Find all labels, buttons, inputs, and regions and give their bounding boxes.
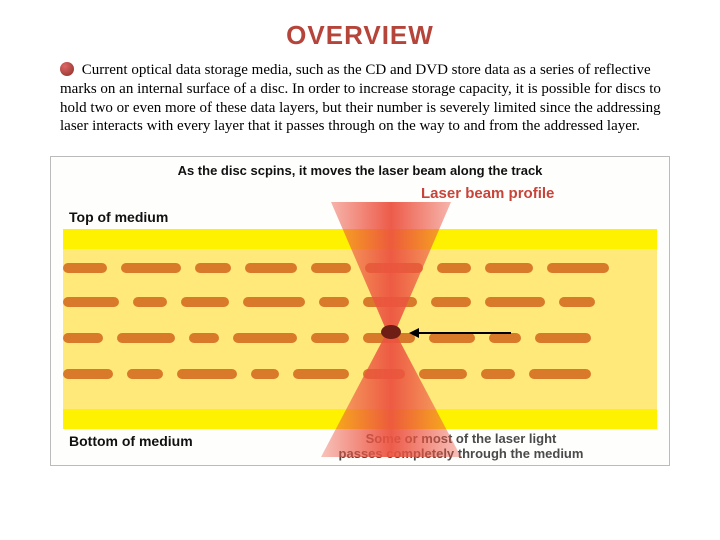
data-layer-row <box>63 263 657 273</box>
caption-bottom-line2: passes completely through the medium <box>339 446 584 461</box>
data-layer-row <box>63 333 657 343</box>
diagram: As the disc scpins, it moves the laser b… <box>50 156 670 466</box>
data-mark <box>363 297 417 307</box>
data-mark <box>189 333 219 343</box>
data-mark <box>63 333 103 343</box>
laser-profile-label: Laser beam profile <box>421 185 554 202</box>
data-mark <box>559 297 595 307</box>
data-mark <box>127 369 163 379</box>
page-title: OVERVIEW <box>0 0 720 51</box>
data-mark <box>293 369 349 379</box>
data-mark <box>419 369 467 379</box>
data-layer-row <box>63 369 657 379</box>
data-mark <box>485 297 545 307</box>
data-mark <box>177 369 237 379</box>
data-mark <box>181 297 229 307</box>
caption-top: As the disc scpins, it moves the laser b… <box>51 163 669 178</box>
medium-interior <box>63 249 657 409</box>
data-mark <box>319 297 349 307</box>
data-mark <box>121 263 181 273</box>
data-mark <box>489 333 521 343</box>
data-layer-row <box>63 297 657 307</box>
data-mark <box>117 333 175 343</box>
data-mark <box>481 369 515 379</box>
data-mark <box>363 369 405 379</box>
data-mark <box>485 263 533 273</box>
data-mark <box>63 263 107 273</box>
title-text: OVERVIEW <box>286 20 434 50</box>
caption-bottom-line1: Some or most of the laser light <box>366 431 557 446</box>
data-mark <box>133 297 167 307</box>
data-mark <box>251 369 279 379</box>
addressed-arrow-line <box>411 332 511 334</box>
data-mark <box>195 263 231 273</box>
bullet-icon <box>60 62 74 76</box>
data-mark <box>245 263 297 273</box>
data-mark <box>233 333 297 343</box>
caption-bottom: Some or most of the laser light passes c… <box>261 431 661 461</box>
data-mark <box>63 369 113 379</box>
addressed-arrow-head-icon <box>409 328 419 338</box>
data-mark <box>63 297 119 307</box>
data-mark <box>431 297 471 307</box>
diagram-canvas: As the disc scpins, it moves the laser b… <box>51 157 669 465</box>
medium-top-band <box>63 229 657 249</box>
medium-bottom-band <box>63 409 657 429</box>
data-mark <box>429 333 475 343</box>
data-mark <box>363 333 415 343</box>
body-text: Current optical data storage media, such… <box>60 62 661 134</box>
data-mark <box>311 263 351 273</box>
top-of-medium-label: Top of medium <box>69 209 168 225</box>
body-paragraph: Current optical data storage media, such… <box>0 51 720 136</box>
bottom-of-medium-label: Bottom of medium <box>69 433 193 449</box>
data-mark <box>243 297 305 307</box>
data-mark <box>529 369 591 379</box>
data-mark <box>547 263 609 273</box>
data-mark <box>311 333 349 343</box>
data-mark <box>437 263 471 273</box>
data-mark <box>535 333 591 343</box>
data-mark <box>365 263 423 273</box>
